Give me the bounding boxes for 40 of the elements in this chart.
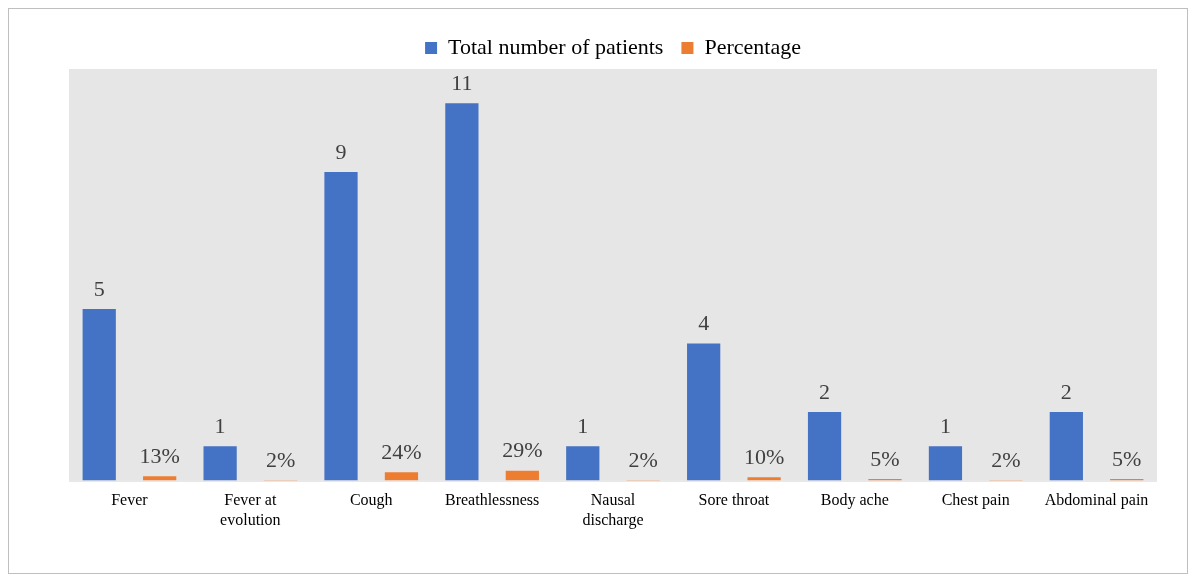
x-tick-label: Body ache xyxy=(820,491,889,510)
x-tick-label: Fever xyxy=(111,491,149,509)
data-label: 1 xyxy=(577,413,589,439)
x-tick-label: Nausal discharge xyxy=(582,491,644,529)
data-label: 10% xyxy=(743,443,785,469)
data-label: 5% xyxy=(1112,445,1142,471)
data-label: 5% xyxy=(870,445,900,471)
x-tick-label: Sore throat xyxy=(698,491,770,509)
bar xyxy=(566,446,600,481)
x-tick-label: Abdominal pain xyxy=(1044,491,1149,510)
data-label: 4 xyxy=(698,310,710,336)
bar xyxy=(807,412,842,481)
data-label: 2 xyxy=(1060,378,1072,404)
legend-label: Total number of patients xyxy=(448,33,664,59)
data-label: 2% xyxy=(265,446,296,472)
data-label: 2 xyxy=(819,378,831,404)
bar xyxy=(1049,412,1083,481)
data-label: 2% xyxy=(628,446,658,472)
data-label: 1 xyxy=(214,413,226,439)
x-tick-label: Fever at evolution xyxy=(220,491,281,528)
x-tick-label: Breathlessness xyxy=(445,491,540,509)
legend-label: Percentage xyxy=(704,33,801,59)
x-tick-label: Chest pain xyxy=(941,491,1010,510)
data-label: 24% xyxy=(381,439,422,465)
data-label: 11 xyxy=(451,70,473,96)
data-label: 2% xyxy=(991,446,1021,472)
bar xyxy=(928,446,963,481)
data-label: 5 xyxy=(93,275,105,301)
bar xyxy=(445,103,479,481)
bar xyxy=(82,309,116,481)
bar xyxy=(505,470,539,481)
bar xyxy=(687,343,721,481)
data-label: 13% xyxy=(139,442,180,468)
x-tick-label: Cough xyxy=(349,491,393,510)
data-label: 9 xyxy=(335,138,347,164)
bar xyxy=(324,171,358,481)
data-label: 1 xyxy=(939,413,951,439)
data-label: 29% xyxy=(502,437,543,463)
bar xyxy=(384,472,419,481)
bar xyxy=(203,446,237,481)
